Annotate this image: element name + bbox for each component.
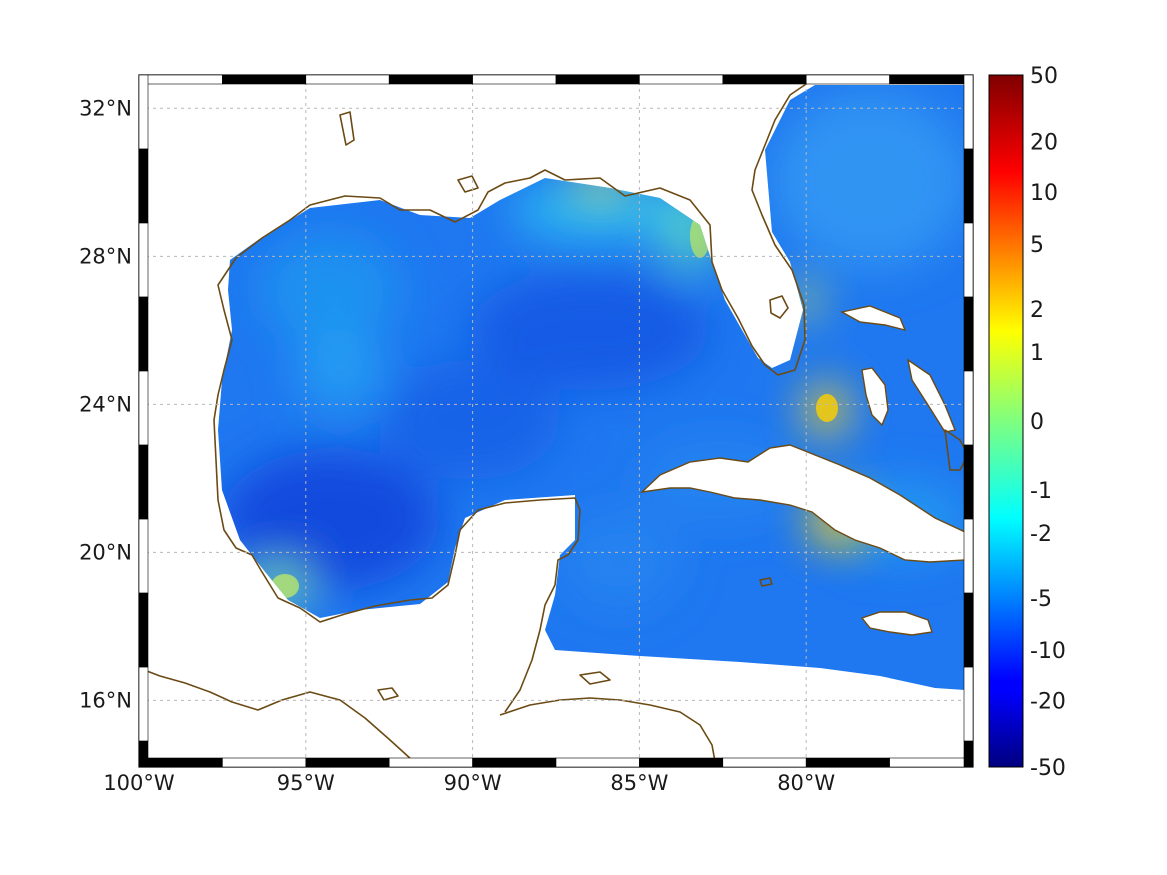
frame-segment-right-6 bbox=[963, 518, 974, 594]
y-axis-labels: 32°N 28°N 24°N 20°N 16°N bbox=[79, 96, 132, 712]
y-tick-label-4: 16°N bbox=[79, 688, 132, 712]
x-tick-label-2: 90°W bbox=[444, 771, 502, 795]
frame-segment-bottom-0 bbox=[138, 757, 223, 768]
islet-yucatan bbox=[579, 671, 611, 685]
islet-pedro bbox=[759, 577, 773, 587]
frame-segment-left-4 bbox=[138, 370, 149, 446]
colorbar-label-9: -5 bbox=[1030, 587, 1052, 612]
frame-segment-left-5 bbox=[138, 444, 149, 520]
frame-segment-bottom-4 bbox=[472, 757, 557, 768]
frame-segment-right-3 bbox=[963, 296, 974, 372]
frame-segment-left-7 bbox=[138, 592, 149, 668]
colorbar-gradient bbox=[988, 74, 1024, 768]
frame-segment-left-2 bbox=[138, 222, 149, 298]
frame-segment-left-3 bbox=[138, 296, 149, 372]
colorbar-label-10: -10 bbox=[1030, 639, 1066, 664]
frame-segment-top-4 bbox=[472, 74, 557, 85]
x-tick-label-3: 85°W bbox=[610, 771, 668, 795]
map-gridlines bbox=[139, 75, 973, 767]
x-tick-label-0: 100°W bbox=[103, 771, 175, 795]
frame-segment-left-8 bbox=[138, 666, 149, 742]
frame-segment-bottom-7 bbox=[722, 757, 807, 768]
frame-checker-border bbox=[138, 74, 974, 768]
frame-segment-top-9 bbox=[889, 74, 974, 85]
y-tick-label-2: 24°N bbox=[79, 392, 132, 416]
y-tick-label-1: 28°N bbox=[79, 244, 132, 268]
frame-segment-top-0 bbox=[138, 74, 223, 85]
bahamas-north bbox=[840, 305, 907, 332]
frame-segment-right-9 bbox=[963, 740, 974, 768]
frame-segment-right-4 bbox=[963, 370, 974, 446]
frame-segment-bottom-5 bbox=[555, 757, 640, 768]
gulf-coastline bbox=[213, 79, 813, 501]
frame-segment-bottom-1 bbox=[222, 757, 307, 768]
y-tick-label-3: 20°N bbox=[79, 540, 132, 564]
frame-segment-right-0 bbox=[963, 74, 974, 150]
frame-segment-bottom-2 bbox=[305, 757, 390, 768]
frame-segment-top-1 bbox=[222, 74, 307, 85]
frame-segment-right-2 bbox=[963, 222, 974, 298]
colorbar-label-8: -2 bbox=[1030, 522, 1052, 547]
frame-segment-bottom-3 bbox=[388, 757, 473, 768]
frame-segment-left-9 bbox=[138, 740, 149, 768]
islet-north bbox=[339, 111, 355, 146]
coastlines bbox=[138, 79, 969, 768]
lake-okeechobee bbox=[769, 295, 789, 319]
frame-segment-left-1 bbox=[138, 148, 149, 224]
honduras-coastline bbox=[499, 697, 717, 768]
frame-segment-right-1 bbox=[963, 148, 974, 224]
frame-segment-bottom-6 bbox=[639, 757, 724, 768]
frame-segment-right-5 bbox=[963, 444, 974, 520]
frame-segment-left-0 bbox=[138, 74, 149, 150]
frame-segment-top-6 bbox=[639, 74, 724, 85]
frame-segment-bottom-9 bbox=[889, 757, 974, 768]
islet-bay bbox=[377, 687, 399, 701]
colorbar-label-1: 20 bbox=[1030, 130, 1058, 155]
mexico-coastline bbox=[217, 497, 581, 713]
x-axis-labels: 100°W 95°W 90°W 85°W 80°W bbox=[103, 771, 835, 795]
frame-segment-left-6 bbox=[138, 518, 149, 594]
y-tick-label-0: 32°N bbox=[79, 96, 132, 120]
frame-segment-top-2 bbox=[305, 74, 390, 85]
x-tick-label-4: 80°W bbox=[777, 771, 835, 795]
map-plot-area bbox=[138, 74, 974, 768]
frame-segment-top-8 bbox=[805, 74, 890, 85]
bahamas-andros bbox=[861, 367, 889, 427]
frame-segment-right-7 bbox=[963, 592, 974, 668]
island-ms-delta bbox=[457, 175, 479, 193]
colorbar-label-0: 50 bbox=[1030, 64, 1058, 89]
colorbar-label-5: 1 bbox=[1030, 341, 1044, 366]
bahamas-east bbox=[906, 358, 956, 433]
frame-segment-top-3 bbox=[388, 74, 473, 85]
colorbar-label-7: -1 bbox=[1030, 479, 1052, 504]
colorbar-label-12: -50 bbox=[1030, 756, 1066, 781]
frame-segment-top-5 bbox=[555, 74, 640, 85]
colorbar-label-6: 0 bbox=[1030, 410, 1044, 435]
x-tick-label-1: 95°W bbox=[277, 771, 335, 795]
frame-segment-right-8 bbox=[963, 666, 974, 742]
colorbar-label-11: -20 bbox=[1030, 690, 1066, 715]
colorbar-label-3: 5 bbox=[1030, 233, 1044, 258]
colorbar-label-4: 2 bbox=[1030, 298, 1044, 323]
colorbar-label-2: 10 bbox=[1030, 181, 1058, 206]
frame-segment-top-7 bbox=[722, 74, 807, 85]
jamaica bbox=[860, 611, 933, 636]
frame-segment-bottom-8 bbox=[805, 757, 890, 768]
